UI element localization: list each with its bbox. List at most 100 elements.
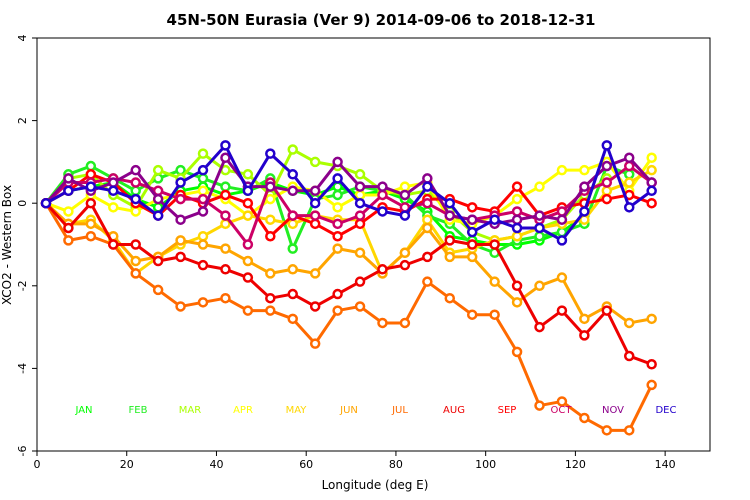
data-point — [130, 185, 141, 197]
data-point — [601, 425, 613, 436]
month-legend: JAN FEB MAR APR MAY JUN JUL AUG SEP OCT NOV DEC — [74, 405, 676, 416]
data-point — [220, 189, 231, 201]
data-point — [332, 243, 343, 254]
data-point — [399, 181, 411, 192]
series-line — [44, 201, 653, 366]
data-point — [242, 272, 254, 283]
data-point — [220, 140, 231, 151]
x-tick-label: 100 — [475, 458, 496, 471]
data-point — [309, 338, 321, 349]
data-point — [332, 230, 343, 242]
data-point — [579, 313, 590, 325]
data-point — [130, 239, 141, 250]
data-point — [444, 210, 456, 221]
data-point — [85, 197, 97, 209]
data-point — [63, 185, 74, 197]
data-point — [108, 177, 119, 188]
data-point — [130, 177, 141, 188]
data-point — [63, 206, 74, 217]
data-point — [601, 185, 613, 197]
data-point — [534, 280, 545, 292]
legend-label-jul: JUL — [391, 405, 408, 416]
data-point — [466, 251, 478, 263]
legend-label-jun: JUN — [339, 405, 358, 416]
data-point — [579, 181, 590, 192]
data-point — [511, 222, 523, 234]
data-point — [265, 268, 276, 279]
data-point — [309, 156, 321, 168]
data-point — [197, 148, 209, 159]
data-point — [354, 197, 366, 209]
data-point — [197, 297, 209, 308]
data-point — [242, 185, 254, 197]
data-point — [197, 259, 209, 271]
data-point — [623, 202, 635, 213]
data-point — [152, 164, 164, 176]
legend-label-aug: AUG — [443, 405, 465, 416]
data-point — [646, 197, 657, 209]
data-point — [422, 222, 433, 234]
x-tick-label: 20 — [120, 458, 134, 471]
data-point — [220, 243, 231, 254]
data-point — [175, 177, 186, 188]
x-tick-label: 0 — [34, 458, 41, 471]
data-point — [511, 297, 523, 308]
data-point — [63, 235, 74, 246]
data-point — [534, 321, 545, 333]
data-point — [309, 268, 321, 279]
series-line — [44, 156, 653, 226]
data-point — [130, 164, 141, 176]
series-line — [44, 202, 652, 325]
data-point — [332, 173, 343, 184]
data-point — [534, 230, 545, 242]
axis-ticks: 0 20 40 60 80 100 120 140 -6 -4 -2 0 2 4 — [16, 35, 676, 472]
data-point — [399, 247, 411, 259]
data-point — [309, 218, 321, 230]
data-point — [108, 239, 119, 250]
data-point — [511, 193, 523, 205]
data-point — [466, 239, 478, 250]
data-point — [197, 206, 209, 217]
data-point — [354, 301, 366, 312]
data-point — [489, 239, 500, 250]
data-point — [377, 189, 388, 201]
series-layer — [40, 140, 657, 436]
data-point — [466, 226, 478, 238]
data-point — [85, 160, 97, 172]
data-point — [646, 379, 657, 391]
data-point — [354, 210, 366, 221]
chart-title: 45N-50N Eurasia (Ver 9) 2014-09-06 to 20… — [167, 11, 596, 29]
series-line — [45, 143, 653, 242]
legend-label-apr: APR — [233, 405, 253, 416]
x-axis-label: Longitude (deg E) — [322, 478, 429, 492]
data-point — [287, 185, 298, 197]
data-point — [489, 214, 500, 225]
data-point — [152, 210, 164, 221]
data-point — [466, 202, 478, 213]
data-point — [287, 218, 298, 230]
y-tick-label: 4 — [16, 35, 29, 42]
data-point — [623, 350, 635, 362]
data-point — [332, 218, 343, 230]
x-tick-label: 60 — [299, 458, 313, 471]
data-point — [444, 197, 456, 209]
series-line — [45, 172, 653, 238]
data-point — [556, 396, 568, 407]
legend-label-feb: FEB — [129, 405, 148, 416]
series-dec — [40, 140, 657, 246]
data-point — [175, 193, 186, 205]
data-point — [130, 255, 141, 267]
data-point — [220, 210, 231, 221]
data-point — [377, 181, 388, 192]
data-point — [309, 301, 321, 312]
data-point — [287, 144, 298, 155]
data-point — [130, 206, 141, 217]
data-point — [242, 305, 254, 316]
data-point — [623, 160, 635, 172]
data-point — [534, 222, 545, 234]
data-point — [623, 169, 635, 180]
data-point — [354, 181, 366, 192]
data-point — [108, 185, 119, 197]
data-point — [354, 218, 366, 230]
